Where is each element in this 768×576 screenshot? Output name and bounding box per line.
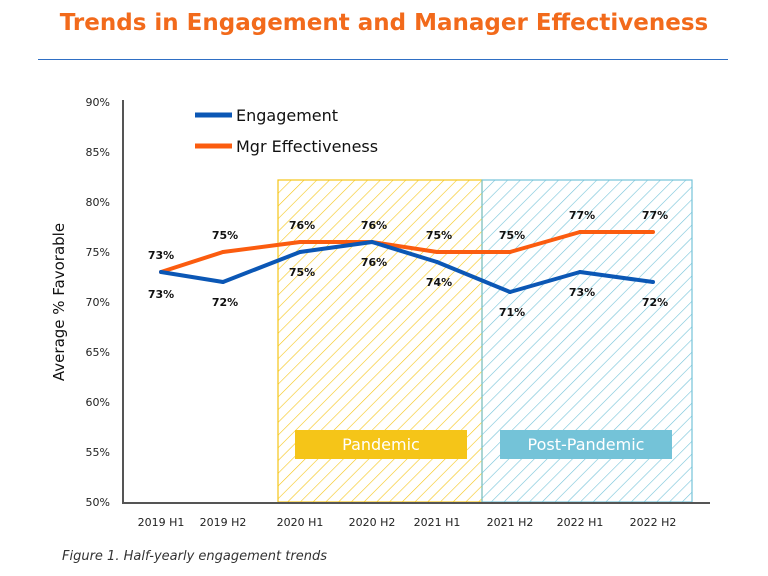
- region-label: Post-Pandemic: [528, 435, 645, 454]
- x-tick-label: 2020 H1: [277, 516, 324, 529]
- y-tick-label: 60%: [86, 396, 110, 409]
- data-point: [370, 240, 374, 244]
- data-point: [578, 230, 582, 234]
- x-tick-label: 2021 H1: [414, 516, 461, 529]
- y-tick-label: 80%: [86, 196, 110, 209]
- data-label: 73%: [148, 288, 174, 301]
- data-point: [221, 280, 225, 284]
- data-label: 76%: [361, 256, 387, 269]
- data-point: [159, 270, 163, 274]
- data-point: [508, 290, 512, 294]
- y-tick-label: 75%: [86, 246, 110, 259]
- region-label-box: [295, 430, 467, 459]
- x-tick-label: 2020 H2: [349, 516, 396, 529]
- x-tick-label: 2022 H1: [557, 516, 604, 529]
- data-label: 76%: [361, 219, 387, 232]
- x-tick-label: 2022 H2: [630, 516, 677, 529]
- y-tick-label: 90%: [86, 96, 110, 109]
- data-label: 73%: [569, 286, 595, 299]
- y-tick-label: 85%: [86, 146, 110, 159]
- series-line-mgr-effectiveness: [160, 230, 653, 274]
- legend-label: Engagement: [236, 106, 338, 125]
- data-point: [298, 240, 302, 244]
- data-label: 72%: [642, 296, 668, 309]
- y-tick-label: 50%: [86, 496, 110, 509]
- data-label: 75%: [212, 229, 238, 242]
- y-tick-label: 55%: [86, 446, 110, 459]
- data-point: [221, 250, 225, 254]
- data-point: [508, 250, 512, 254]
- data-point: [651, 230, 655, 234]
- y-axis-label: Average % Favorable: [50, 223, 68, 381]
- data-label: 74%: [426, 276, 452, 289]
- figure-caption: Figure 1. Half-yearly engagement trends: [62, 549, 327, 564]
- data-label: 72%: [212, 296, 238, 309]
- x-tick-label: 2021 H2: [487, 516, 534, 529]
- data-label: 75%: [426, 229, 452, 242]
- x-tick-label: 2019 H2: [200, 516, 247, 529]
- data-label: 71%: [499, 306, 525, 319]
- data-label: 76%: [289, 219, 315, 232]
- region-label-box: [500, 430, 672, 459]
- y-tick-label: 65%: [86, 346, 110, 359]
- data-point: [435, 250, 439, 254]
- data-label: 75%: [289, 266, 315, 279]
- legend-label: Mgr Effectiveness: [236, 137, 378, 156]
- x-tick-label: 2019 H1: [138, 516, 185, 529]
- data-point: [298, 250, 302, 254]
- data-label: 77%: [569, 209, 595, 222]
- series-line-engagement: [160, 240, 654, 294]
- chart-title: Trends in Engagement and Manager Effecti…: [59, 10, 709, 36]
- data-point: [578, 270, 582, 274]
- data-point: [651, 280, 655, 284]
- data-label: 75%: [499, 229, 525, 242]
- data-point: [435, 260, 439, 264]
- y-tick-label: 70%: [86, 296, 110, 309]
- title-divider: [38, 59, 728, 60]
- data-label: 73%: [148, 249, 174, 262]
- region-label: Pandemic: [342, 435, 420, 454]
- data-label: 77%: [642, 209, 668, 222]
